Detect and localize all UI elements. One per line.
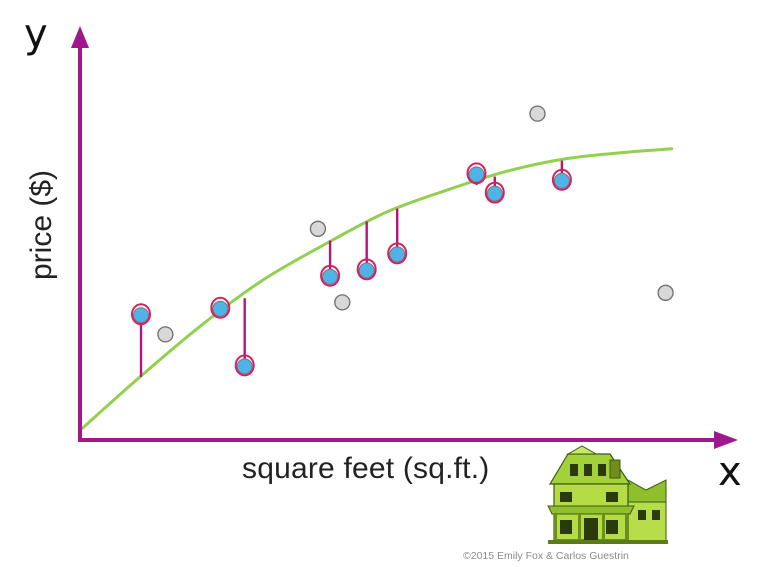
data-point (389, 246, 406, 263)
x-axis-letter: x (718, 449, 742, 495)
highlighted-data-point (466, 162, 487, 185)
data-point (334, 294, 351, 311)
highlighted-data-point (320, 264, 341, 287)
data-point (553, 172, 570, 189)
house-icon (547, 445, 668, 544)
point-highlight-ring (234, 354, 255, 377)
data-point (212, 300, 229, 317)
point-highlight-ring (466, 162, 487, 185)
highlighted-data-point (387, 242, 408, 265)
x-axis-label: square feet (sq.ft.) (242, 452, 490, 485)
data-point (529, 105, 546, 122)
point-highlight-ring (210, 296, 231, 319)
data-point (486, 185, 503, 202)
copyright-credit: ©2015 Emily Fox & Carlos Guestrin (463, 550, 629, 562)
point-highlight-ring (484, 181, 505, 204)
point-highlight-ring (356, 258, 377, 281)
y-axis-arrowhead (71, 26, 89, 48)
highlighted-data-point (551, 168, 572, 191)
y-axis-letter: y (24, 11, 48, 57)
point-highlight-ring (551, 168, 572, 191)
highlighted-data-point (356, 258, 377, 281)
highlighted-data-point (234, 354, 255, 377)
data-point (657, 284, 674, 301)
highlighted-data-point (210, 296, 231, 319)
data-point (358, 262, 375, 279)
point-highlight-ring (387, 242, 408, 265)
data-point (157, 326, 174, 343)
x-axis-arrowhead (714, 431, 738, 449)
data-point (322, 268, 339, 285)
data-point (309, 220, 327, 237)
data-point (468, 166, 485, 183)
highlighted-data-point (131, 303, 151, 326)
data-point (236, 358, 253, 375)
point-highlight-ring (131, 303, 151, 326)
y-axis-label: price ($) (25, 169, 58, 281)
fitted-curve (78, 147, 674, 432)
highlighted-data-point (484, 181, 505, 204)
data-point (133, 307, 149, 324)
point-highlight-ring (320, 264, 341, 287)
